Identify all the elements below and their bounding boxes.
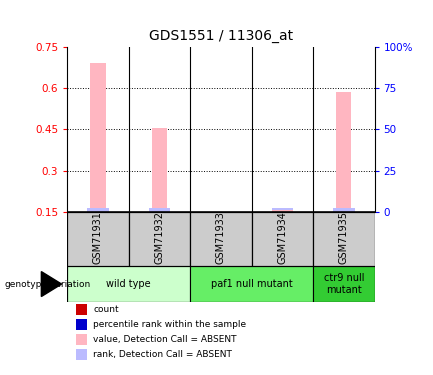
Bar — [275, 208, 290, 212]
Bar — [129, 212, 190, 266]
Bar — [271, 208, 293, 213]
Bar — [67, 212, 129, 266]
Bar — [67, 266, 190, 302]
Text: wild type: wild type — [106, 279, 151, 289]
Bar — [333, 208, 355, 213]
Text: GSM71935: GSM71935 — [339, 210, 349, 264]
Text: GSM71932: GSM71932 — [154, 210, 165, 264]
Text: value, Detection Call = ABSENT: value, Detection Call = ABSENT — [93, 335, 236, 344]
Polygon shape — [42, 272, 61, 297]
Bar — [87, 208, 109, 213]
Bar — [190, 212, 252, 266]
Text: paf1 null mutant: paf1 null mutant — [211, 279, 292, 289]
Bar — [271, 210, 293, 213]
Text: rank, Detection Call = ABSENT: rank, Detection Call = ABSENT — [93, 350, 232, 359]
Title: GDS1551 / 11306_at: GDS1551 / 11306_at — [149, 29, 293, 43]
Text: count: count — [93, 305, 119, 314]
Bar — [152, 128, 167, 212]
Text: percentile rank within the sample: percentile rank within the sample — [93, 320, 246, 329]
Bar — [90, 63, 106, 212]
Text: GSM71933: GSM71933 — [216, 211, 226, 264]
Bar — [313, 266, 375, 302]
Bar — [190, 266, 313, 302]
Bar — [336, 92, 352, 212]
Text: ctr9 null
mutant: ctr9 null mutant — [323, 273, 364, 295]
Bar — [313, 212, 375, 266]
Text: GSM71931: GSM71931 — [93, 211, 103, 264]
Bar — [149, 208, 170, 213]
Text: GSM71934: GSM71934 — [277, 211, 288, 264]
Text: genotype/variation: genotype/variation — [4, 280, 90, 289]
Bar — [252, 212, 313, 266]
